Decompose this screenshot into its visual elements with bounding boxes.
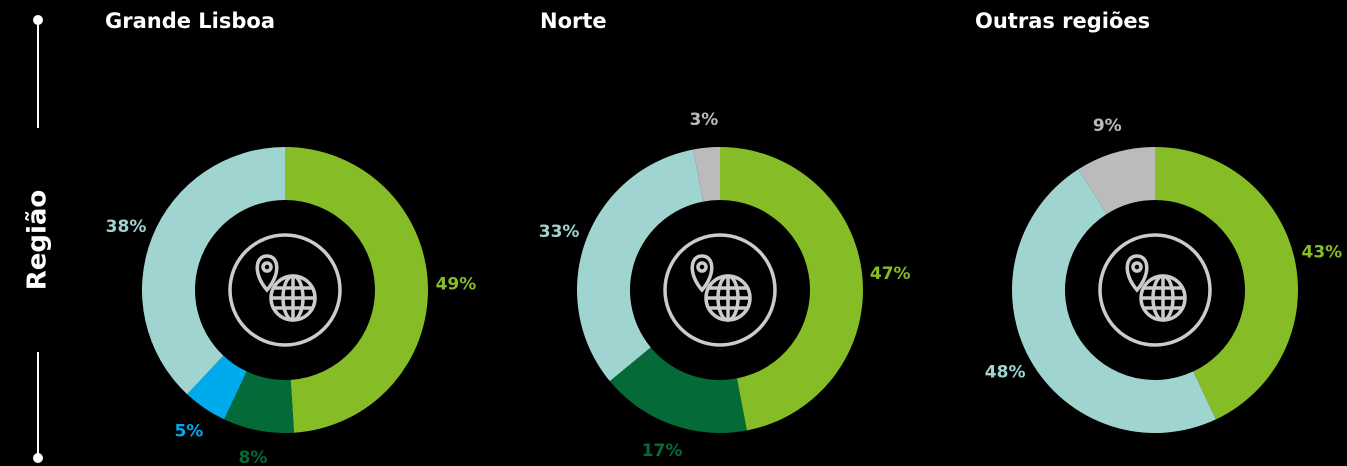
- donut-slice: [142, 147, 285, 395]
- donut-slice: [609, 347, 747, 434]
- value-label: 47%: [870, 264, 911, 284]
- donut-slice: [1155, 147, 1299, 420]
- icon-ring: [1098, 233, 1212, 347]
- value-label: 38%: [106, 217, 147, 237]
- side-dot: [33, 15, 43, 25]
- donut-slice: [693, 147, 720, 202]
- value-label: 43%: [1302, 243, 1343, 263]
- donut-slice: [1078, 147, 1155, 215]
- donut-slice: [285, 147, 429, 433]
- icon-ring: [228, 233, 342, 347]
- side-dot: [33, 453, 43, 463]
- value-label: 8%: [239, 448, 268, 466]
- donut-slice: [1011, 169, 1216, 434]
- chart-title: Norte: [540, 9, 607, 33]
- pin-dot: [696, 261, 708, 273]
- pin-dot: [261, 261, 273, 273]
- donut-slice: [577, 149, 704, 382]
- value-label: 48%: [985, 362, 1026, 382]
- region-icon: [228, 233, 342, 347]
- globe-parallel: [709, 286, 747, 310]
- chart-title: Outras regiões: [975, 9, 1150, 33]
- pin-dot: [1131, 261, 1143, 273]
- value-label: 3%: [689, 110, 718, 130]
- chart-title: Grande Lisboa: [105, 9, 275, 33]
- value-label: 5%: [174, 421, 203, 441]
- donut-slice: [187, 355, 247, 420]
- value-label: 9%: [1093, 116, 1122, 136]
- region-icon: [663, 233, 777, 347]
- region-icon: [1098, 233, 1212, 347]
- value-label: 49%: [436, 275, 477, 295]
- globe-parallel: [1144, 286, 1182, 310]
- side-label: Região: [23, 190, 53, 291]
- value-label: 17%: [642, 441, 683, 461]
- globe-parallel: [274, 286, 312, 310]
- icon-ring: [663, 233, 777, 347]
- donut-slice: [720, 147, 863, 431]
- value-label: 33%: [539, 222, 580, 242]
- donut-slice: [224, 371, 294, 433]
- side-decoration: [33, 15, 43, 463]
